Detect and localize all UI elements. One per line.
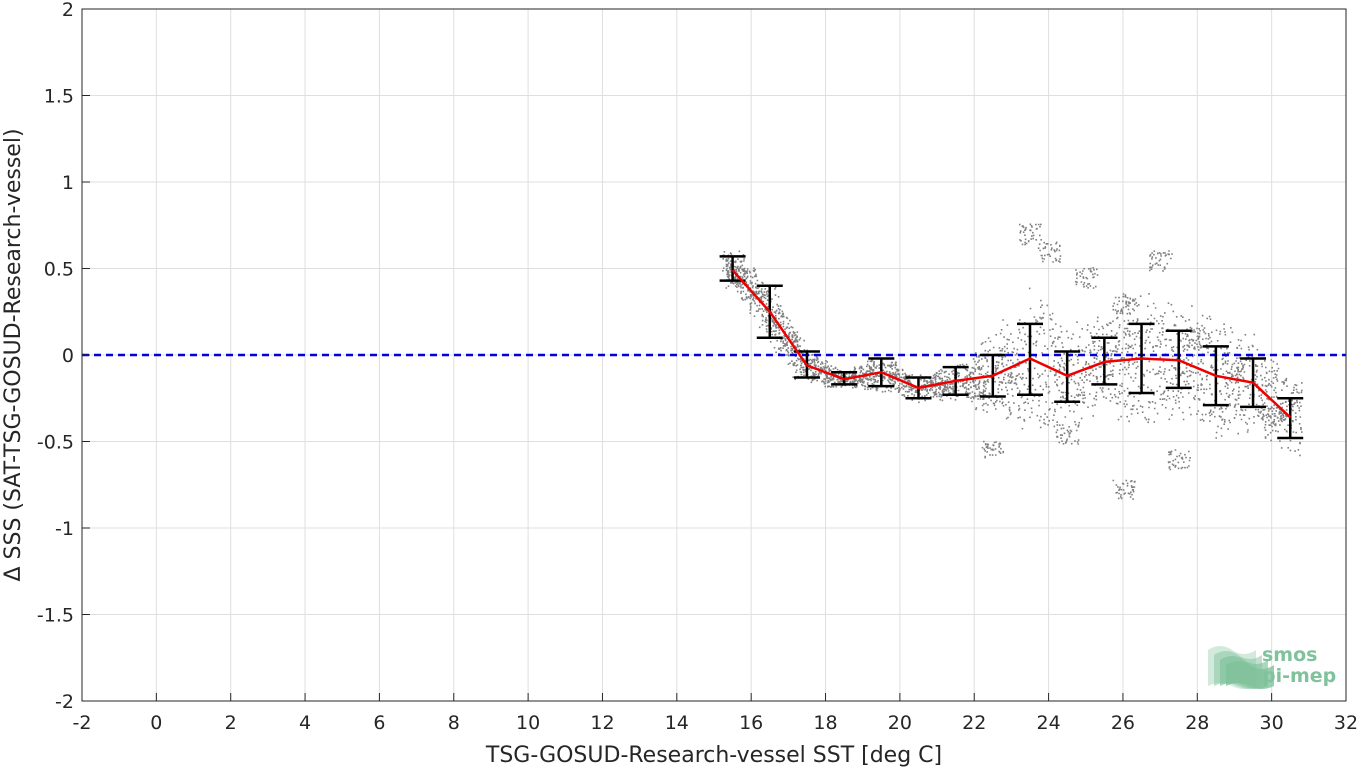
x-tick-label: 16 [739,712,763,734]
x-tick-label: -2 [73,712,92,734]
y-tick-label: -1 [55,518,74,540]
error-bars [719,255,1304,440]
y-tick-label: -0.5 [37,432,74,454]
x-tick-label: 0 [150,712,162,734]
y-tick-label: 1.5 [44,86,74,108]
x-tick-label: 22 [962,712,986,734]
x-tick-label: 14 [665,712,689,734]
x-tick-labels: -2 0 2 4 6 8 10 12 14 16 18 20 22 24 26 28 30 32 [73,693,1358,734]
x-tick-label: 8 [448,712,460,734]
y-tick-label: 1 [62,172,74,194]
logo-wave [1226,661,1274,689]
y-tick-label: 2 [62,0,74,21]
x-tick-label: 12 [590,712,614,734]
mean-series [731,269,1292,419]
x-tick-label: 28 [1185,712,1209,734]
x-tick-label: 10 [516,712,540,734]
y-tick-label: -1.5 [37,605,74,627]
y-tick-label: -2 [55,691,74,713]
smos-pi-mep-logo: smos pi-mep [1208,644,1336,689]
x-tick-label: 30 [1260,712,1284,734]
x-tick-label: 32 [1334,712,1358,734]
series-line [731,269,1292,419]
logo-line-2: pi-mep [1262,665,1336,687]
x-tick-label: 6 [373,712,385,734]
y-tick-label: 0 [62,345,74,367]
x-tick-label: 18 [813,712,837,734]
logo-line-1: smos [1262,644,1317,666]
waves-logo-icon [1208,646,1274,689]
x-tick-label: 4 [299,712,311,734]
x-tick-label: 20 [888,712,912,734]
x-tick-label: 24 [1036,712,1060,734]
x-tick-label: 2 [225,712,237,734]
x-tick-label: 26 [1111,712,1135,734]
x-axis-label: TSG-GOSUD-Research-vessel SST [deg C] [485,743,942,768]
y-tick-label: 0.5 [44,259,74,281]
error-bar [1277,397,1304,440]
y-tick-labels: -2 -1.5 -1 -0.5 0 0.5 1 1.5 2 [37,0,90,713]
y-axis-label: Δ SSS (SAT-TSG-GOSUD-Research-vessel) [1,128,26,581]
